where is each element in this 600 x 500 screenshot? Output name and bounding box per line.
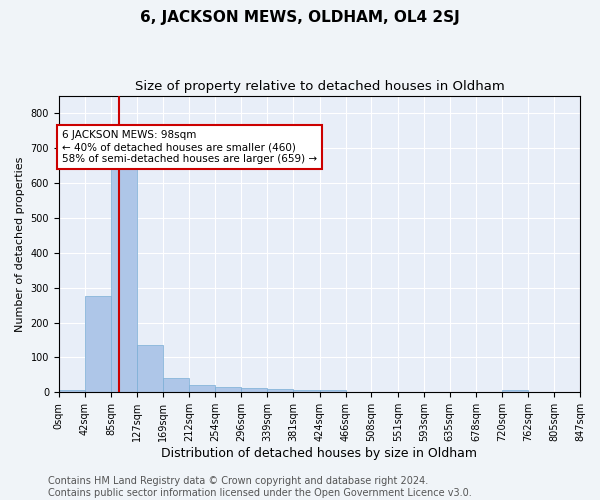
Title: Size of property relative to detached houses in Oldham: Size of property relative to detached ho…: [134, 80, 504, 93]
Bar: [268, 389, 293, 392]
Text: Contains HM Land Registry data © Crown copyright and database right 2024.
Contai: Contains HM Land Registry data © Crown c…: [48, 476, 472, 498]
Bar: [502, 390, 527, 392]
Bar: [293, 390, 320, 392]
Text: 6, JACKSON MEWS, OLDHAM, OL4 2SJ: 6, JACKSON MEWS, OLDHAM, OL4 2SJ: [140, 10, 460, 25]
Bar: [241, 388, 268, 392]
Bar: [320, 390, 346, 392]
Text: 6 JACKSON MEWS: 98sqm
← 40% of detached houses are smaller (460)
58% of semi-det: 6 JACKSON MEWS: 98sqm ← 40% of detached …: [62, 130, 317, 164]
Bar: [163, 378, 189, 392]
Bar: [111, 167, 137, 392]
Bar: [137, 345, 163, 393]
X-axis label: Distribution of detached houses by size in Oldham: Distribution of detached houses by size …: [161, 447, 478, 460]
Bar: [215, 387, 241, 392]
Y-axis label: Number of detached properties: Number of detached properties: [15, 156, 25, 332]
Bar: [59, 390, 85, 392]
Bar: [189, 386, 215, 392]
Bar: [85, 296, 111, 392]
